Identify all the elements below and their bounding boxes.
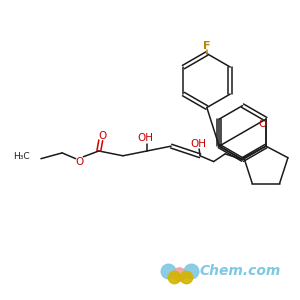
Text: F: F	[203, 41, 211, 51]
Text: OH: OH	[190, 139, 206, 149]
Text: O: O	[98, 130, 107, 140]
Point	[177, 272, 182, 276]
Text: O: O	[258, 119, 266, 129]
Point	[165, 268, 170, 273]
Text: Chem.com: Chem.com	[200, 264, 281, 278]
Text: OH: OH	[137, 134, 153, 143]
Point	[172, 274, 176, 279]
Point	[183, 274, 188, 279]
Text: O: O	[75, 157, 84, 166]
Point	[188, 268, 193, 273]
Text: H₃C: H₃C	[13, 152, 29, 161]
